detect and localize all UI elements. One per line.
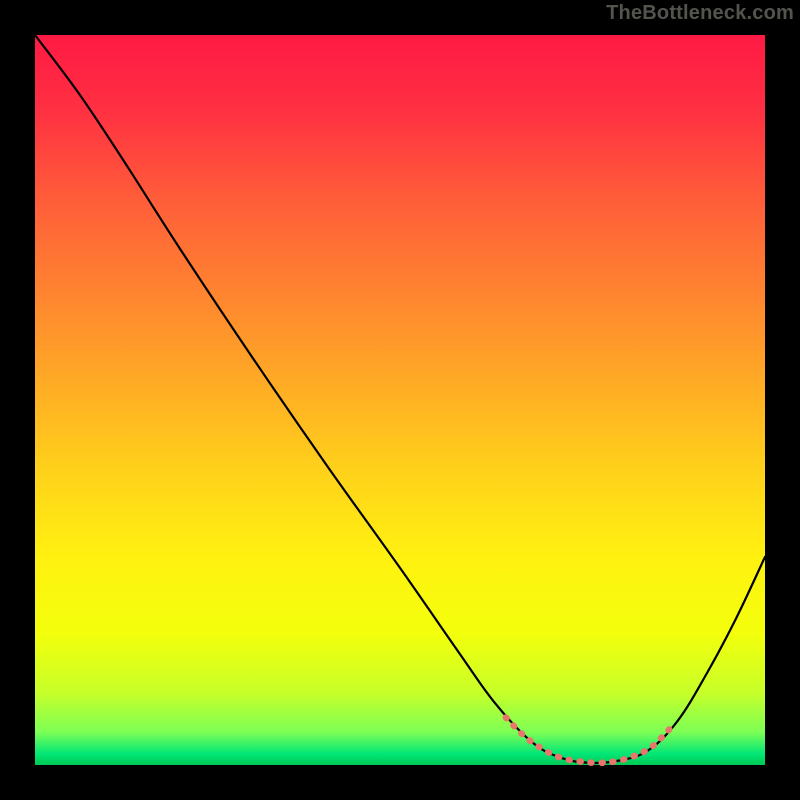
plot-gradient-background	[35, 35, 765, 765]
chart-stage: TheBottleneck.com	[0, 0, 800, 800]
chart-svg	[0, 0, 800, 800]
watermark-text: TheBottleneck.com	[606, 2, 794, 25]
